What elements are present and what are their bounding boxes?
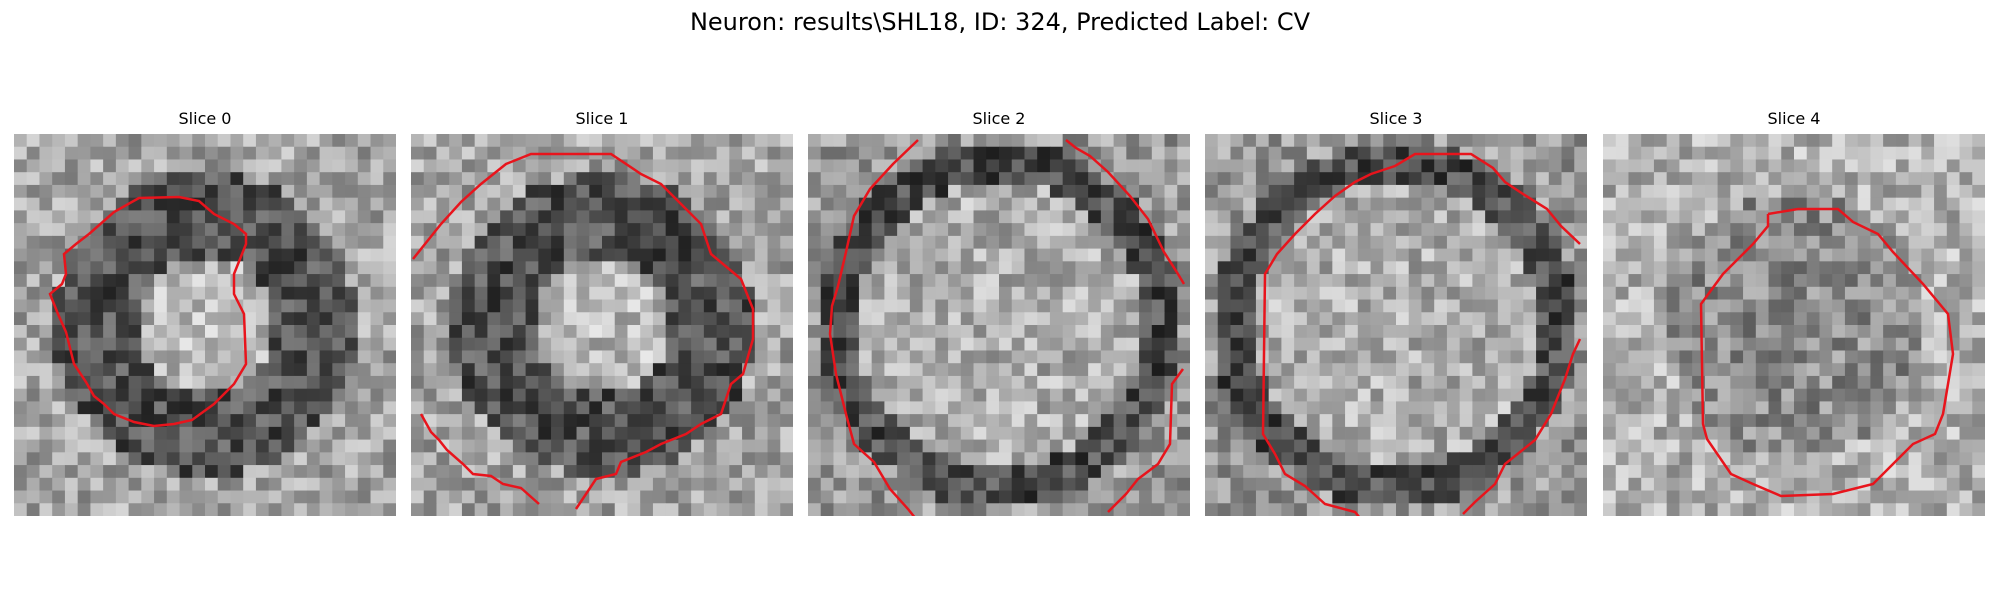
slice-panel-2: Slice 2	[808, 108, 1190, 516]
figure-title: Neuron: results\SHL18, ID: 324, Predicte…	[689, 8, 1311, 36]
slice-title: Slice 3	[1369, 109, 1423, 128]
slice-image	[1205, 134, 1587, 516]
slice-title: Slice 0	[178, 109, 232, 128]
slice-image	[1603, 134, 1985, 516]
segmentation-contour	[412, 152, 755, 510]
segmentation-contour	[48, 195, 248, 428]
segmentation-contour	[1261, 152, 1581, 516]
slice-panel-4: Slice 4	[1603, 108, 1985, 516]
slice-title: Slice 4	[1767, 109, 1821, 128]
slice-image	[411, 134, 793, 516]
slice-image	[808, 134, 1190, 516]
slice-panel-1: Slice 1	[411, 108, 793, 516]
segmentation-contour	[828, 139, 919, 516]
slice-title: Slice 1	[575, 109, 629, 128]
slice-title: Slice 2	[972, 109, 1026, 128]
slice-image	[14, 134, 396, 516]
segmentation-contour	[1699, 207, 1955, 498]
slice-panel-3: Slice 3	[1205, 108, 1587, 516]
slice-panel-0: Slice 0	[14, 108, 396, 516]
